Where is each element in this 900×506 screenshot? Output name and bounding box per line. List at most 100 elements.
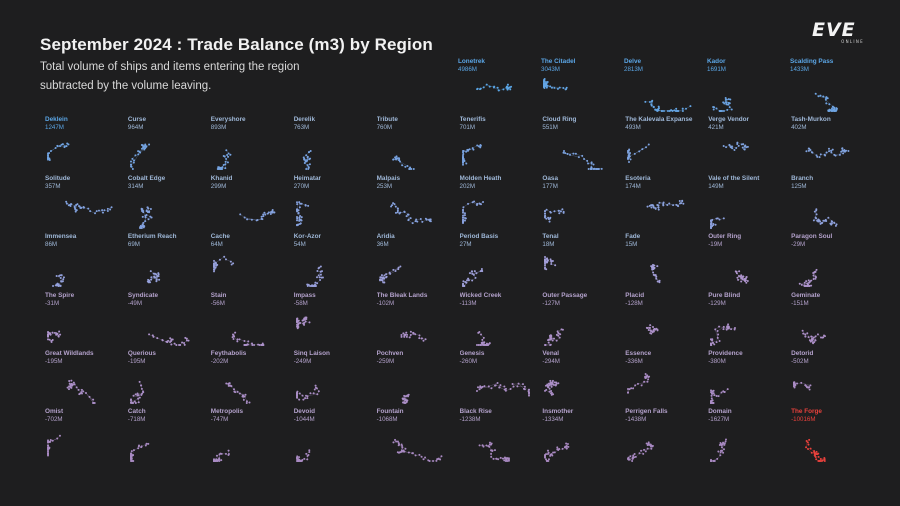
system-node (735, 147, 738, 150)
region-value-label: 763M (293, 124, 310, 132)
system-node (66, 386, 69, 389)
system-node (494, 384, 497, 387)
system-node (152, 335, 155, 338)
system-node (260, 215, 263, 218)
system-node (825, 102, 828, 105)
system-node (812, 219, 815, 222)
system-node (218, 457, 221, 460)
region-value-label: 149M (708, 182, 724, 190)
system-node (628, 154, 631, 157)
system-node (402, 402, 405, 404)
system-node (420, 220, 423, 223)
system-node (553, 337, 556, 340)
system-node (638, 452, 641, 455)
system-node (229, 154, 232, 157)
region-cell: Cache 64M (211, 233, 291, 289)
region-name: Derelik (293, 116, 316, 124)
system-node (228, 382, 231, 385)
system-node (138, 396, 141, 399)
system-node (810, 284, 813, 287)
system-node (482, 86, 485, 89)
system-node (461, 156, 464, 159)
system-node (138, 380, 141, 383)
system-node (824, 218, 827, 221)
system-node (295, 394, 298, 397)
system-node (722, 145, 725, 148)
system-node (630, 387, 633, 390)
system-node (635, 456, 638, 459)
system-node (137, 153, 140, 156)
system-node (229, 260, 232, 263)
system-node (835, 224, 838, 227)
system-node (150, 276, 153, 279)
system-node (512, 385, 515, 388)
system-node (721, 443, 724, 446)
system-node (47, 444, 49, 447)
system-node (212, 270, 215, 273)
system-node (716, 329, 719, 332)
system-node (820, 336, 823, 339)
region-cell: Syndicate -49M (128, 292, 208, 348)
system-node (301, 394, 304, 397)
system-node (62, 278, 65, 281)
region-value-label: -195M (127, 358, 146, 365)
system-node (411, 332, 414, 335)
system-node (395, 157, 398, 160)
region-name: Detorid (791, 350, 814, 357)
region-cell: Feythabolis -202M (211, 350, 291, 406)
system-node (655, 207, 658, 210)
system-node (818, 156, 821, 159)
system-node (431, 460, 434, 463)
system-node (50, 340, 53, 343)
system-node (550, 392, 553, 395)
region-cell: Tenerifis 701M (460, 116, 540, 172)
region-value-label: 760M (376, 124, 393, 132)
system-node (590, 162, 593, 165)
system-node (650, 448, 653, 451)
system-node (380, 274, 383, 277)
system-node (400, 447, 403, 450)
system-node (710, 343, 713, 346)
system-node (74, 210, 77, 213)
system-node (295, 318, 298, 321)
system-node (261, 213, 264, 216)
system-node (406, 165, 409, 168)
system-node (273, 211, 276, 214)
system-node (713, 106, 716, 109)
region-map-graph (710, 217, 726, 229)
system-node (262, 343, 265, 346)
system-node (477, 343, 480, 346)
system-node (816, 156, 819, 159)
system-node (660, 110, 663, 112)
system-node (409, 333, 412, 336)
system-node (565, 88, 568, 91)
system-node (587, 162, 590, 165)
system-node (657, 109, 660, 112)
system-node (141, 215, 144, 218)
system-node (261, 342, 264, 345)
system-node (68, 380, 71, 383)
system-node (722, 390, 725, 393)
system-node (631, 460, 634, 463)
region-map-graph (305, 265, 324, 288)
system-node (715, 217, 718, 220)
system-node (250, 218, 253, 221)
region-value-label: 54M (293, 241, 306, 249)
system-node (414, 218, 417, 221)
system-node (804, 384, 807, 387)
system-node (480, 343, 483, 346)
system-node (406, 218, 409, 221)
system-node (408, 335, 411, 338)
system-node (479, 270, 482, 273)
system-node (420, 456, 423, 459)
system-node (644, 372, 647, 375)
region-cell: Pochven -259M (377, 350, 457, 406)
system-node (270, 210, 273, 213)
gate-link (550, 86, 560, 88)
system-node (400, 335, 403, 338)
system-node (93, 402, 96, 404)
system-node (388, 273, 391, 276)
system-node (303, 317, 306, 320)
system-node (723, 448, 726, 451)
system-node (394, 270, 397, 273)
